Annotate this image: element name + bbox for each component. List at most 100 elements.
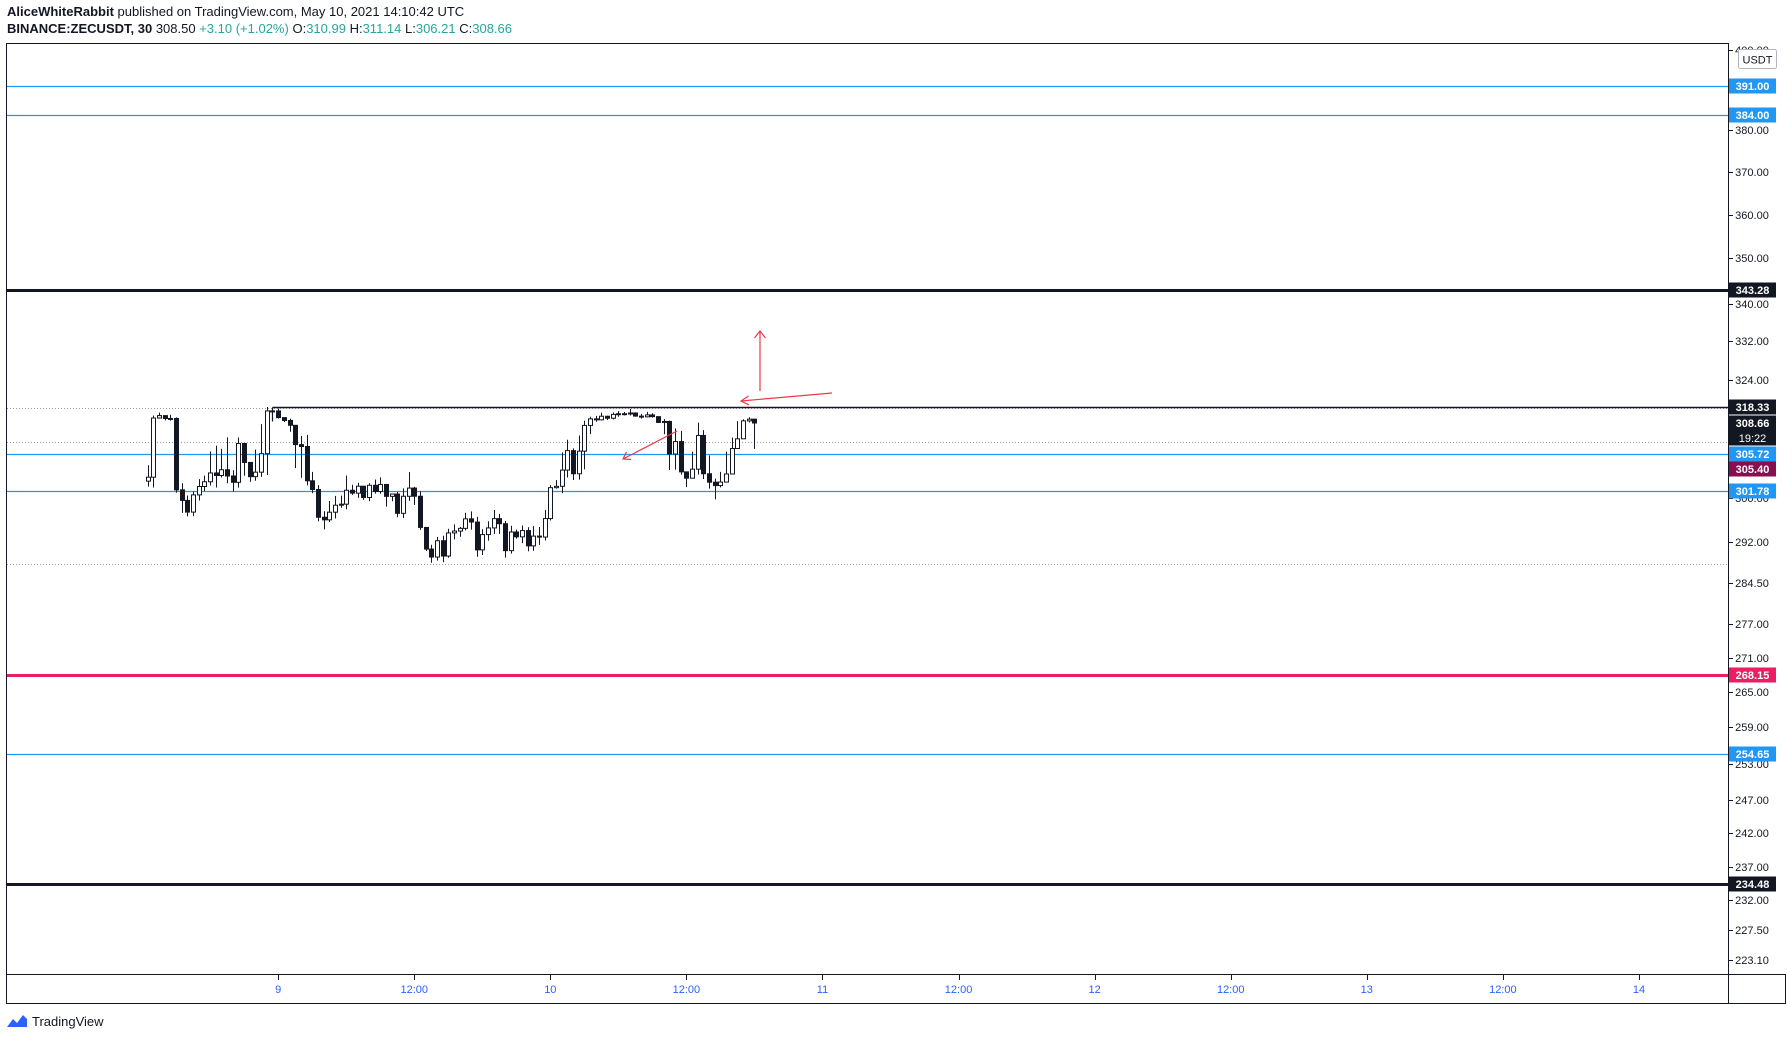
candle <box>299 435 304 478</box>
candle <box>588 416 593 435</box>
candle <box>219 448 224 478</box>
price-tick-label: 332.00 <box>1735 336 1769 348</box>
candle <box>270 409 275 413</box>
candle <box>333 495 338 519</box>
candle <box>191 491 196 517</box>
candle <box>537 526 542 545</box>
candle <box>622 412 627 416</box>
candle <box>492 509 497 534</box>
candle <box>242 442 247 476</box>
candle <box>259 424 264 477</box>
svg-text:19:22: 19:22 <box>1739 433 1767 445</box>
candle <box>429 544 434 563</box>
candle <box>548 485 553 521</box>
svg-text:301.78: 301.78 <box>1736 486 1770 498</box>
open-label: O: <box>292 21 307 36</box>
candle <box>543 509 548 541</box>
time-tick-label: 13 <box>1361 984 1373 996</box>
candle <box>395 491 400 518</box>
candle <box>424 526 429 551</box>
price-tick-label: 227.50 <box>1735 925 1769 937</box>
footer-brand[interactable]: TradingView <box>6 1010 104 1032</box>
close-value: 308.66 <box>472 21 512 36</box>
price-axis-labels: 391.00 384.00 343.28 305.72 301.78 268.15 254.… <box>1729 78 1776 892</box>
candle <box>497 513 502 534</box>
time-tick-label: 10 <box>544 984 556 996</box>
currency-label: USDT <box>1743 55 1773 67</box>
price-tick-label: 370.00 <box>1735 167 1769 179</box>
price-tick-label: 271.00 <box>1735 653 1769 665</box>
candle <box>667 420 672 470</box>
time-tick-label: 9 <box>275 984 281 996</box>
time-tick-label: 11 <box>817 984 828 996</box>
candle <box>594 415 599 422</box>
candle <box>679 430 684 475</box>
candle <box>288 418 293 432</box>
price-tick-label: 265.00 <box>1735 687 1769 699</box>
candle <box>713 478 718 500</box>
candle <box>526 527 531 552</box>
candle <box>458 527 463 537</box>
candle <box>503 521 508 558</box>
price-tick-label: 242.00 <box>1735 828 1769 840</box>
candle <box>367 483 372 502</box>
candle <box>310 471 315 494</box>
candle <box>673 428 678 470</box>
brand-name: TradingView <box>32 1013 104 1029</box>
candle <box>276 408 281 419</box>
svg-text:305.40: 305.40 <box>1736 464 1770 476</box>
candle <box>645 411 650 418</box>
time-tick-label: 12:00 <box>400 984 428 996</box>
price-tick-label: 223.10 <box>1735 955 1769 967</box>
level-tag-254.65: 254.65 <box>1729 746 1776 762</box>
symbol-name[interactable]: BINANCE:ZECUSDT, 30 <box>7 21 153 36</box>
price-axis[interactable]: 400.00380.00370.00360.00350.00340.00332.… <box>1728 45 1769 967</box>
candle <box>339 495 344 508</box>
candle <box>520 525 525 544</box>
candle <box>469 511 474 530</box>
candle <box>208 451 213 486</box>
candle <box>509 525 514 554</box>
price-tick-label: 340.00 <box>1735 299 1769 311</box>
svg-text:305.72: 305.72 <box>1736 449 1770 461</box>
candle <box>684 471 689 488</box>
arrow-left-upper <box>739 392 833 406</box>
price-tick-label: 350.00 <box>1735 253 1769 265</box>
level-tag-384.00: 384.00 <box>1729 107 1776 123</box>
ohlc-legend: BINANCE:ZECUSDT, 30 308.50 +3.10 (+1.02%… <box>7 21 512 37</box>
candle <box>452 524 457 540</box>
candle <box>639 413 644 419</box>
candle <box>752 418 757 449</box>
level-tag-343.28: 343.28 <box>1729 282 1776 298</box>
candle <box>305 434 310 486</box>
candle <box>344 475 349 510</box>
currency-badge[interactable]: USDT <box>1738 49 1777 69</box>
close-label: C: <box>459 21 473 36</box>
candle <box>293 424 298 469</box>
level-tag-234.48: 234.48 <box>1729 876 1776 892</box>
candle <box>565 439 570 478</box>
candle <box>265 407 270 475</box>
drawn-levels <box>7 85 1728 886</box>
time-tick-label: 12:00 <box>1217 984 1245 996</box>
candle <box>718 471 723 488</box>
candle <box>707 455 712 489</box>
time-axis[interactable]: 9 12:00 10 12:00 11 12:00 12 12:00 13 12:00 14 <box>275 975 1645 996</box>
price-change: +3.10 (+1.02%) <box>199 21 289 36</box>
candle <box>384 483 389 507</box>
svg-text:391.00: 391.00 <box>1736 81 1770 93</box>
author-name[interactable]: AliceWhiteRabbit <box>7 4 114 19</box>
price-tick-label: 232.00 <box>1735 895 1769 907</box>
candle <box>582 420 587 470</box>
candle <box>225 437 230 484</box>
candle <box>378 477 383 494</box>
low-value: 306.21 <box>415 21 456 36</box>
price-tick-label: 380.00 <box>1735 125 1769 137</box>
price-tick-label: 259.00 <box>1735 722 1769 734</box>
candle <box>730 437 735 475</box>
candle <box>656 416 661 423</box>
price-tick-label: 277.00 <box>1735 619 1769 631</box>
candle <box>514 529 519 539</box>
candle <box>475 516 480 557</box>
